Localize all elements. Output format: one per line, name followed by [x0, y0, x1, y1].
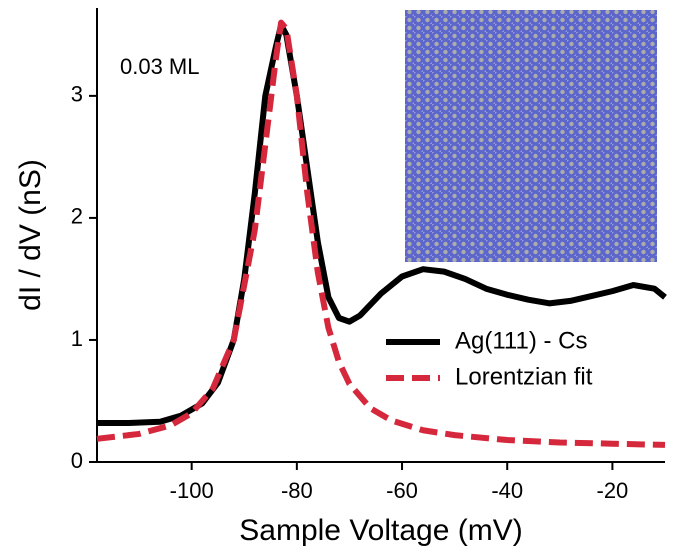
inset-image: [405, 10, 657, 262]
y-tick-label: 2: [71, 204, 83, 229]
legend-label: Lorentzian fit: [455, 363, 593, 390]
annotation: 0.03 ML: [120, 54, 200, 79]
x-tick-label: -80: [281, 478, 313, 503]
x-tick-label: -100: [170, 478, 214, 503]
y-tick-label: 3: [71, 82, 83, 107]
y-tick-label: 0: [71, 448, 83, 473]
legend-label: Ag(111) - Cs: [455, 327, 587, 354]
stm-image: [405, 10, 657, 262]
x-tick-label: -40: [491, 478, 523, 503]
series-line: [96, 19, 666, 448]
y-tick-label: 1: [71, 326, 83, 351]
y-axis-label: dI / dV (nS): [14, 159, 47, 311]
stm-tint: [405, 10, 657, 262]
x-tick-label: -20: [597, 478, 629, 503]
x-axis-label: Sample Voltage (mV): [239, 514, 522, 547]
x-tick-label: -60: [386, 478, 418, 503]
